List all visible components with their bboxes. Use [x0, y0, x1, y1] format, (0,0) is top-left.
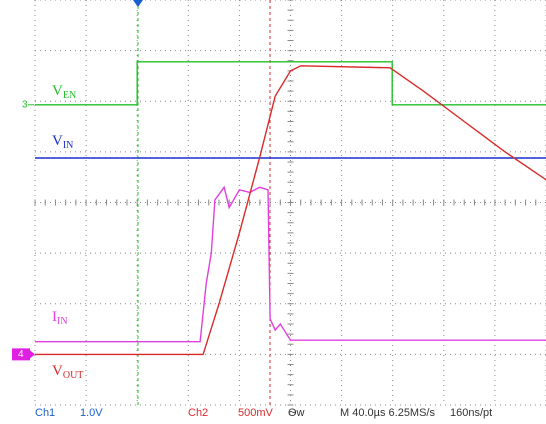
trace	[35, 185, 546, 343]
readout-text: Ѳw	[288, 407, 305, 419]
label-sub: EN	[63, 90, 76, 101]
readout-text: 1.0V	[80, 407, 103, 419]
label-sub: IN	[57, 316, 68, 327]
label-sub: IN	[63, 140, 74, 151]
label-main: V	[52, 363, 63, 379]
label-main: V	[52, 133, 63, 149]
trace	[35, 61, 546, 106]
readout-text: 500mV	[238, 407, 274, 419]
trace	[35, 65, 546, 356]
channel-box	[12, 348, 30, 361]
trace-label: IIN	[52, 309, 68, 327]
readout-text: Ch2	[188, 407, 208, 419]
trace-label: VOUT	[52, 363, 83, 381]
trace-label: VIN	[52, 133, 73, 151]
readout-text: M 40.0µs 6.25MS/s	[340, 407, 435, 419]
readout-text: 160ns/pt	[450, 407, 492, 419]
channel-arrow	[30, 350, 35, 359]
label-main: V	[52, 83, 63, 99]
label-main: I	[52, 309, 57, 325]
channel-marker: 3	[22, 99, 28, 110]
trigger-marker	[133, 0, 143, 7]
label-sub: OUT	[63, 370, 84, 381]
channel-marker: 4	[18, 349, 24, 360]
readout-text: Ch1	[35, 407, 55, 419]
trace-label: VEN	[52, 83, 76, 101]
